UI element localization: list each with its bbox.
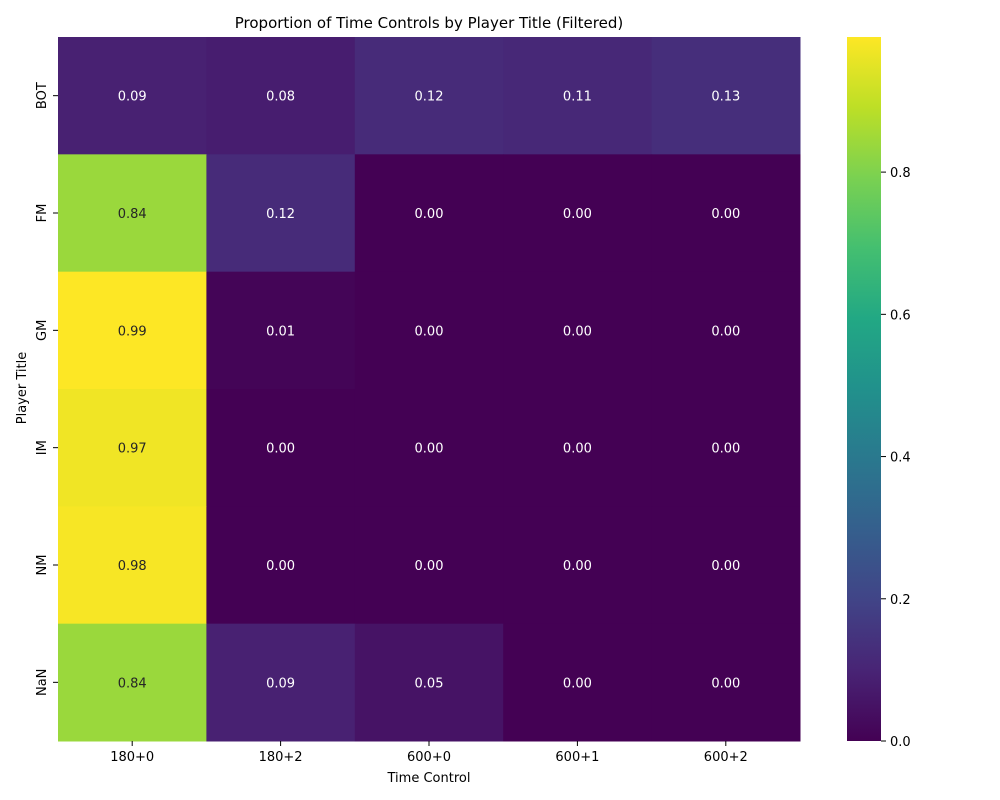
heatmap-cell: [354, 506, 504, 625]
cell-value-label: 0.00: [415, 207, 444, 222]
y-tick-label: NM: [35, 555, 50, 576]
heatmap-cell: [354, 271, 504, 390]
colorbar: [847, 37, 881, 741]
heatmap-cell: [503, 623, 653, 742]
cell-value-label: 0.00: [711, 442, 740, 457]
cell-value-label: 0.00: [266, 559, 295, 574]
heatmap-cell: [58, 389, 207, 507]
cell-value-label: 0.84: [118, 676, 147, 691]
y-tick-label: IM: [35, 440, 50, 455]
cell-value-label: 0.97: [118, 442, 147, 457]
heatmap-cell: [206, 271, 356, 390]
x-tick-label: 180+0: [110, 750, 154, 765]
x-tick-label: 180+2: [259, 750, 303, 765]
heatmap-cell: [354, 154, 504, 273]
heatmap-cell: [503, 389, 653, 507]
heatmap-cell: [58, 623, 207, 742]
cell-value-label: 0.00: [563, 442, 592, 457]
heatmap-cells: 0.09 0.08 0.12 0.11 0.13 0.84 0.12 0.00 0.00 0.00…: [58, 37, 801, 742]
cell-value-label: 0.00: [563, 676, 592, 691]
cell-value-label: 0.98: [118, 559, 147, 574]
heatmap-cell: [354, 623, 504, 742]
colorbar-tick-label: 0.4: [890, 451, 911, 466]
cell-value-label: 0.00: [415, 559, 444, 574]
y-tick-label: BOT: [35, 82, 50, 109]
y-tick-label: FM: [35, 204, 50, 223]
heatmap-cell: [503, 506, 653, 625]
y-axis: BOT FM GM IM NM NaN: [35, 82, 58, 696]
cell-value-label: 0.99: [118, 324, 147, 339]
heatmap-cell: [58, 154, 207, 273]
cell-value-label: 0.12: [266, 207, 295, 222]
heatmap-cell: [206, 37, 356, 155]
cell-value-label: 0.01: [266, 324, 295, 339]
cell-value-label: 0.12: [415, 90, 444, 105]
heatmap-cell: [58, 506, 207, 625]
cell-value-label: 0.13: [711, 90, 740, 105]
cell-value-label: 0.00: [415, 442, 444, 457]
cell-value-label: 0.05: [415, 676, 444, 691]
chart-title: Proportion of Time Controls by Player Ti…: [235, 14, 623, 32]
cell-value-label: 0.00: [711, 324, 740, 339]
colorbar-tick-label: 0.0: [890, 735, 911, 750]
heatmap-cell: [651, 623, 801, 742]
colorbar-tick-label: 0.6: [890, 308, 911, 323]
cell-value-label: 0.00: [711, 207, 740, 222]
cell-value-label: 0.00: [563, 207, 592, 222]
colorbar-tick-label: 0.8: [890, 166, 911, 181]
cell-value-label: 0.00: [563, 324, 592, 339]
heatmap-cell: [206, 623, 356, 742]
y-axis-label: Player Title: [15, 352, 30, 424]
heatmap-cell: [651, 37, 801, 155]
heatmap-cell: [651, 271, 801, 390]
heatmap-cell: [651, 154, 801, 273]
heatmap-cell: [651, 389, 801, 507]
y-tick-label: GM: [35, 320, 50, 341]
x-tick-label: 600+2: [704, 750, 748, 765]
heatmap-cell: [503, 154, 653, 273]
heatmap-cell: [206, 389, 356, 507]
heatmap-cell: [651, 506, 801, 625]
cell-value-label: 0.00: [266, 442, 295, 457]
cell-value-label: 0.09: [266, 676, 295, 691]
x-axis-label: Time Control: [387, 771, 471, 786]
heatmap-cell: [503, 37, 653, 155]
x-tick-label: 600+1: [555, 750, 599, 765]
heatmap-cell: [354, 37, 504, 155]
x-axis: 180+0 180+2 600+0 600+1 600+2: [110, 741, 748, 765]
heatmap-cell: [206, 154, 356, 273]
cell-value-label: 0.84: [118, 207, 147, 222]
cell-value-label: 0.00: [563, 559, 592, 574]
heatmap-cell: [354, 389, 504, 507]
cell-value-label: 0.00: [711, 559, 740, 574]
cell-value-label: 0.00: [415, 324, 444, 339]
heatmap-cell: [58, 37, 207, 155]
heatmap-cell: [58, 271, 207, 390]
cell-value-label: 0.00: [711, 676, 740, 691]
colorbar-tick-label: 0.2: [890, 593, 911, 608]
colorbar-ticks: 0.0 0.2 0.4 0.6 0.8: [881, 166, 911, 750]
cell-value-label: 0.11: [563, 90, 592, 105]
cell-value-label: 0.08: [266, 90, 295, 105]
cell-value-label: 0.09: [118, 90, 147, 105]
heatmap-cell: [206, 506, 356, 625]
y-tick-label: NaN: [35, 669, 50, 696]
x-tick-label: 600+0: [407, 750, 451, 765]
heatmap-cell: [503, 271, 653, 390]
